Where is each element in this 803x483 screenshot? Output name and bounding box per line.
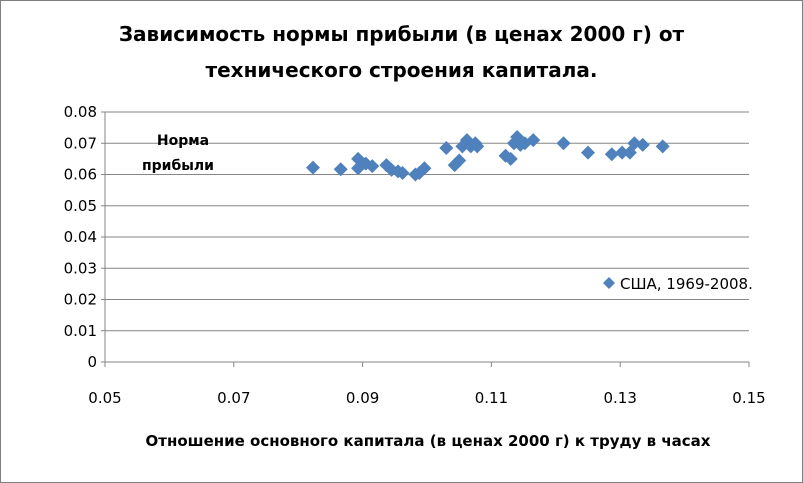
y-tick-label-1: 0.01 (64, 322, 97, 340)
y-tick-labels: 0 0.01 0.02 0.03 0.04 0.05 0.06 0.07 0.08 (64, 103, 97, 371)
data-point-30 (604, 147, 619, 162)
y-tick-label-7: 0.07 (64, 134, 97, 152)
y-tick-label-8: 0.08 (64, 103, 97, 121)
data-point-34 (635, 137, 650, 152)
data-point-27 (526, 133, 541, 148)
y-tick-label-2: 0.02 (64, 291, 97, 309)
y-tick-label-4: 0.04 (64, 228, 97, 246)
x-tick-label-4: 0.13 (603, 389, 636, 407)
y-tick-label-6: 0.06 (64, 166, 97, 184)
x-tick-label-3: 0.11 (475, 389, 508, 407)
data-points (306, 130, 670, 182)
y-tick-label-0: 0 (87, 353, 97, 371)
legend-label: США, 1969-2008. (620, 275, 753, 293)
data-point-22 (503, 151, 518, 166)
grid-lines (105, 111, 749, 332)
axes (101, 111, 750, 367)
data-point-9 (395, 165, 410, 180)
y-axis-label-line-2: прибыли (142, 158, 214, 174)
data-point-31 (615, 145, 630, 160)
x-tick-label-0: 0.05 (88, 389, 121, 407)
data-point-35 (655, 139, 670, 154)
data-point-13 (439, 140, 454, 155)
data-point-5 (365, 159, 380, 174)
x-tick-label-1: 0.07 (217, 389, 250, 407)
x-tick-labels: 0.05 0.07 0.09 0.11 0.13 0.15 (88, 389, 765, 407)
data-point-20 (470, 139, 485, 154)
data-point-28 (556, 136, 571, 151)
y-tick-label-5: 0.05 (64, 197, 97, 215)
x-axis-label: Отношение основного капитала (в ценах 20… (146, 432, 711, 450)
data-point-1 (333, 162, 348, 177)
x-tick-label-5: 0.15 (732, 389, 765, 407)
chart-subtitle: технического строения капитала. (205, 58, 598, 82)
legend: США, 1969-2008. (603, 275, 753, 293)
data-point-0 (306, 160, 321, 175)
y-axis-label-line-1: Норма (157, 133, 209, 149)
y-tick-label-3: 0.03 (64, 259, 97, 277)
x-tick-label-2: 0.09 (346, 389, 379, 407)
legend-marker-diamond (603, 277, 615, 289)
data-point-15 (452, 153, 467, 168)
data-point-12 (412, 165, 427, 180)
chart-title: Зависимость нормы прибыли (в ценах 2000 … (118, 22, 685, 46)
data-point-29 (581, 145, 595, 160)
